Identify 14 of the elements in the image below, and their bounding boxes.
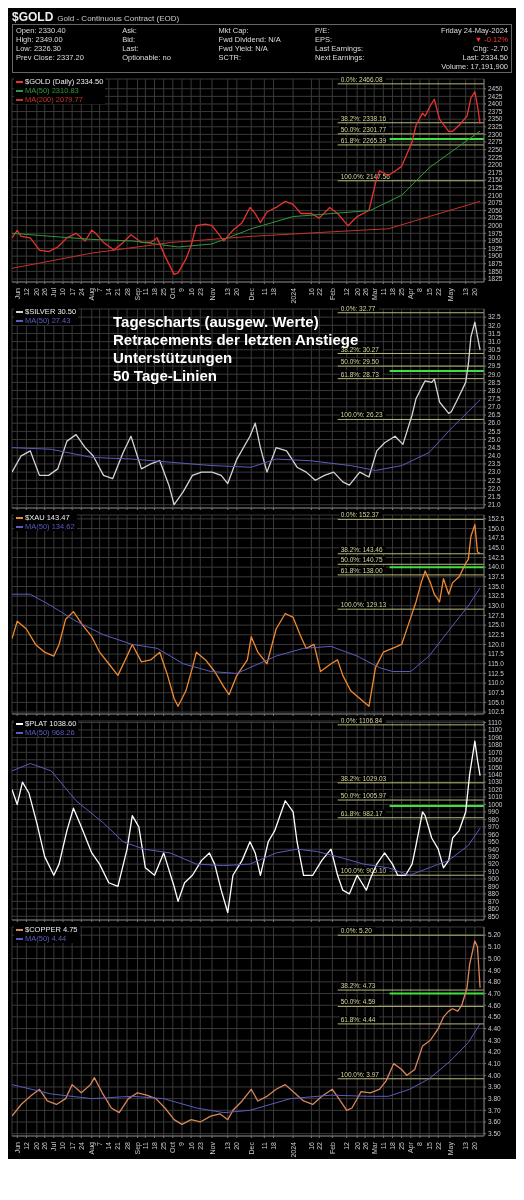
line-series <box>12 130 481 248</box>
line-series <box>12 762 481 876</box>
line-series <box>12 1023 481 1114</box>
line-series <box>12 740 481 914</box>
annotation: 50 Tage-Linien <box>113 367 217 384</box>
line-series <box>12 399 481 471</box>
chart-subtitle: Gold - Continuous Contract (EOD) <box>57 14 180 23</box>
annotation: Tagescharts (ausgew. Werte) <box>113 313 320 331</box>
annotation: Unterstützungen <box>113 349 233 366</box>
line-series <box>12 200 481 269</box>
annotation: Retracements der letzten Anstiege <box>113 331 359 348</box>
chart-title: $GOLD <box>12 10 54 24</box>
line-series <box>12 587 481 674</box>
line-series <box>12 524 481 707</box>
